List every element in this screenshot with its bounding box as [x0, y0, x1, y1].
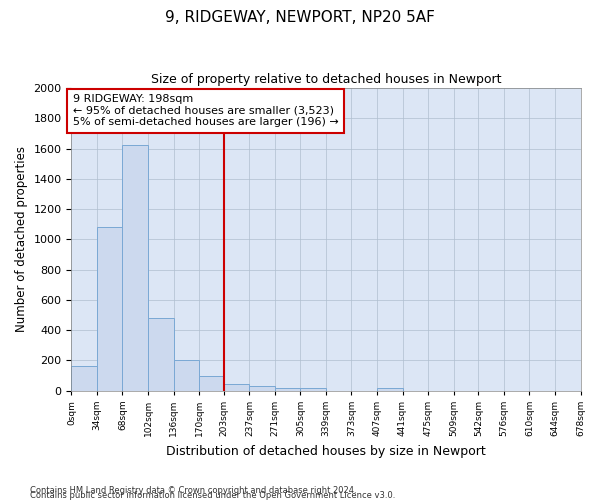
Bar: [275, 388, 301, 391]
Bar: [301, 388, 326, 391]
Title: Size of property relative to detached houses in Newport: Size of property relative to detached ho…: [151, 72, 501, 86]
Bar: [71, 366, 97, 391]
Bar: [148, 318, 173, 391]
Bar: [122, 145, 148, 391]
Bar: [377, 388, 403, 391]
Text: 9 RIDGEWAY: 198sqm
← 95% of detached houses are smaller (3,523)
5% of semi-detac: 9 RIDGEWAY: 198sqm ← 95% of detached hou…: [73, 94, 338, 128]
Bar: [97, 226, 122, 391]
Bar: [224, 384, 250, 391]
Text: Contains public sector information licensed under the Open Government Licence v3: Contains public sector information licen…: [30, 491, 395, 500]
Bar: [173, 360, 199, 391]
X-axis label: Distribution of detached houses by size in Newport: Distribution of detached houses by size …: [166, 444, 486, 458]
Y-axis label: Number of detached properties: Number of detached properties: [15, 146, 28, 332]
Text: Contains HM Land Registry data © Crown copyright and database right 2024.: Contains HM Land Registry data © Crown c…: [30, 486, 356, 495]
Text: 9, RIDGEWAY, NEWPORT, NP20 5AF: 9, RIDGEWAY, NEWPORT, NP20 5AF: [165, 10, 435, 25]
Bar: [250, 386, 275, 391]
Bar: [199, 376, 224, 391]
